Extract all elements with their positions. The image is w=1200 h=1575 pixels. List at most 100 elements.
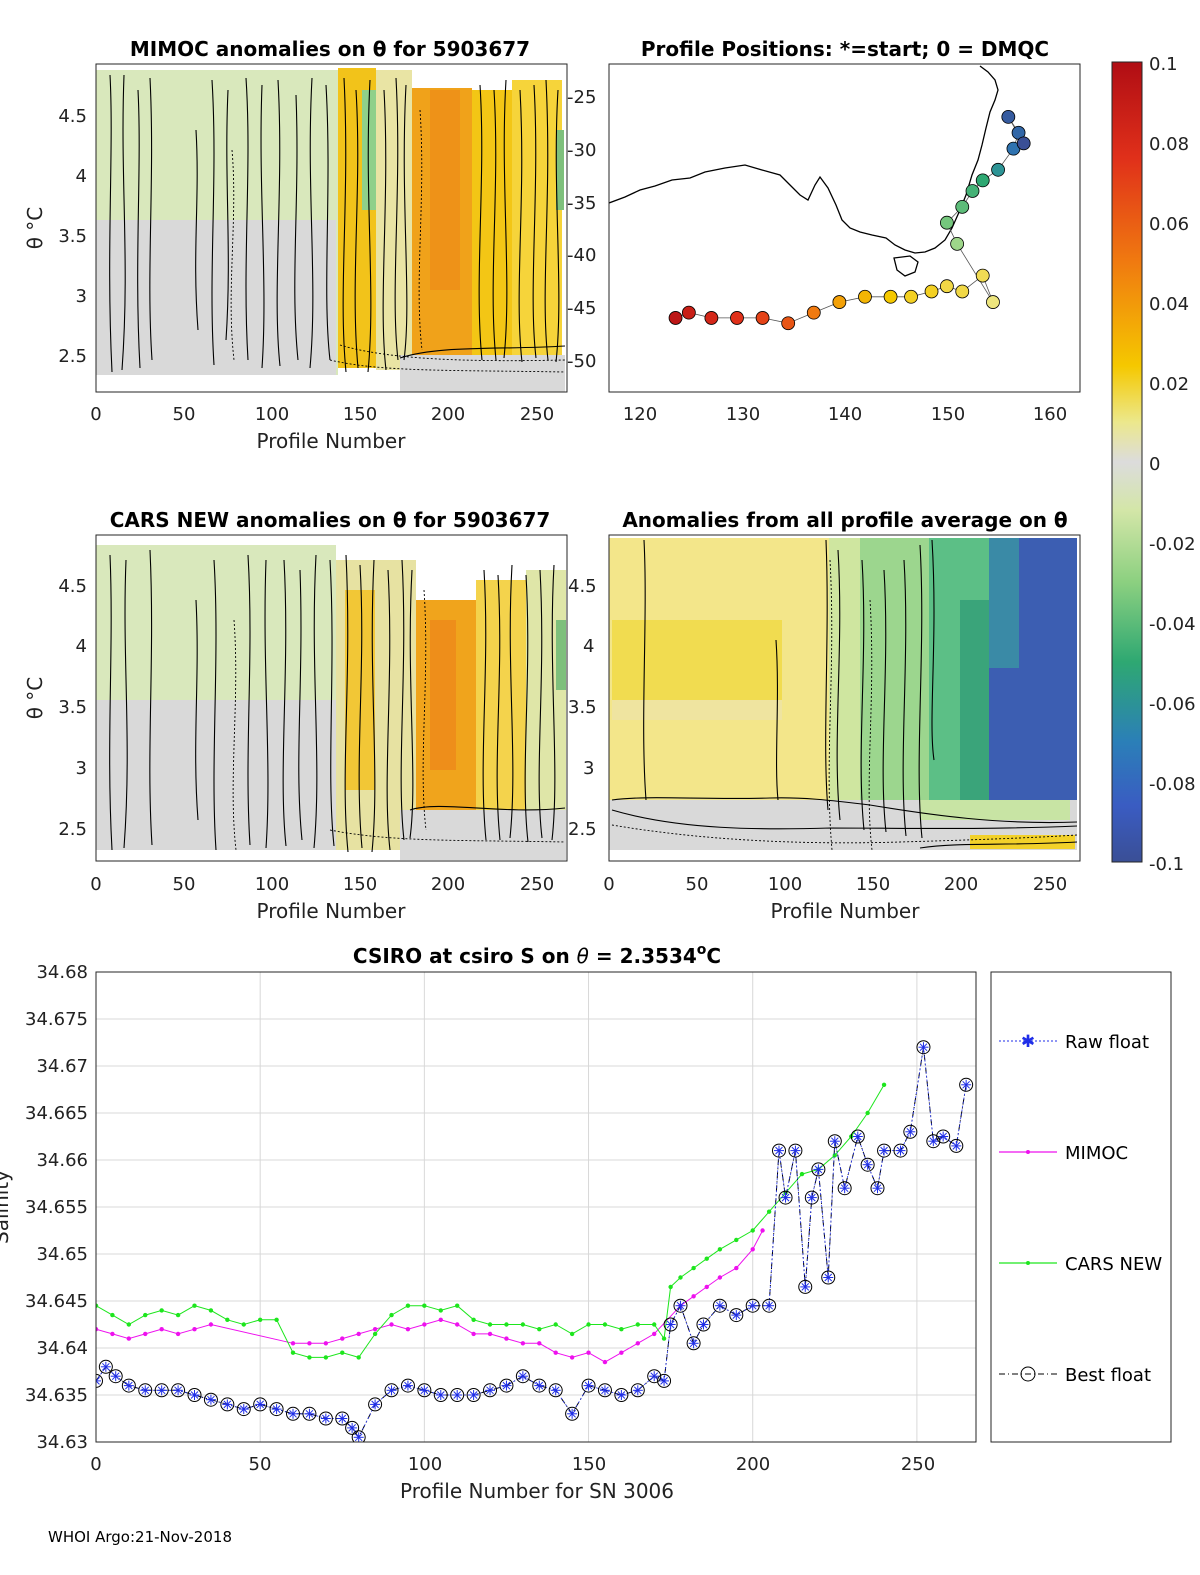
map-xtick: 150 <box>931 404 965 425</box>
mimoc-x-ticks: 0 50 100 150 200 250 <box>90 404 554 425</box>
map-xtick: 160 <box>1033 404 1067 425</box>
legend-entry-best-float: Best float <box>999 1365 1151 1386</box>
coastline <box>609 65 999 277</box>
cars-new-point <box>602 1322 608 1327</box>
map-y-ticks: -25 -30 -35 -40 -45 -50 <box>567 87 596 372</box>
cars-new-point <box>635 1322 640 1327</box>
raw-float-point <box>800 1281 811 1292</box>
colorbar-tick: 0.02 <box>1149 374 1189 395</box>
cars-ytick: 3 <box>76 758 87 779</box>
best-float-point <box>121 1378 136 1393</box>
colorbar-tick: 0.06 <box>1149 214 1189 235</box>
map-profile-marker <box>806 305 821 320</box>
cars-new-point <box>520 1322 526 1327</box>
cars-new-point <box>717 1247 723 1252</box>
best-float-point <box>798 1279 813 1294</box>
cars-new-point <box>340 1350 345 1355</box>
average-xtick: 200 <box>944 874 978 895</box>
salinity-ytick: 34.645 <box>25 1291 88 1312</box>
colorbar-tick: 0.04 <box>1149 294 1189 315</box>
mimoc-ytick: 4.5 <box>58 106 87 127</box>
best-float-point <box>98 1359 113 1374</box>
salinity-ytick: 34.65 <box>36 1244 88 1265</box>
average-xlabel: Profile Number <box>771 899 921 923</box>
salinity-title-part: θ <box>577 944 589 968</box>
mimoc-xlabel: Profile Number <box>257 429 407 453</box>
raw-float-point <box>402 1380 413 1391</box>
best-float-point <box>936 1129 951 1144</box>
salinity-xlabel: Profile Number for SN 3006 <box>400 1479 674 1503</box>
colorbar-tick: -0.08 <box>1149 774 1196 795</box>
mimoc-xtick: 0 <box>90 404 101 425</box>
raw-float-point <box>205 1394 216 1405</box>
cars-ytick: 4.5 <box>58 576 87 597</box>
cars-new-point <box>799 1171 805 1177</box>
best-float-point <box>450 1388 465 1402</box>
mimoc-point <box>734 1265 739 1271</box>
map-profile-marker <box>975 268 990 283</box>
mimoc-point <box>438 1317 443 1323</box>
mimoc-point <box>307 1341 312 1346</box>
salinity-ytick: 34.66 <box>36 1150 88 1171</box>
raw-float-point <box>675 1300 686 1311</box>
mimoc-point <box>569 1355 575 1360</box>
best-float-point <box>220 1397 235 1412</box>
raw-float-point <box>599 1385 610 1396</box>
cars-new-point <box>192 1303 197 1308</box>
average-xtick: 100 <box>768 874 802 895</box>
best-float-point <box>893 1143 908 1158</box>
best-float-point <box>949 1138 964 1153</box>
best-float-point <box>368 1397 383 1412</box>
cars-new-point <box>734 1237 739 1243</box>
best-float-point <box>778 1190 793 1205</box>
map-profile-marker <box>1001 110 1016 124</box>
best-float-point <box>630 1383 645 1398</box>
raw-float-point <box>534 1380 545 1391</box>
mimoc-ytick: 4 <box>76 166 87 187</box>
cars-new-point <box>405 1303 411 1308</box>
mimoc-point <box>96 1327 99 1332</box>
cars-new-point <box>307 1355 312 1360</box>
mimoc-xtick: 100 <box>255 404 289 425</box>
best-float-point <box>532 1378 547 1393</box>
colorbar-tick: -0.02 <box>1149 534 1196 555</box>
raw-float-point <box>123 1380 134 1391</box>
mimoc-title: MIMOC anomalies on θ for 5903677 <box>130 37 530 61</box>
map-ytick: -40 <box>567 245 596 266</box>
map-profile-marker <box>1016 136 1031 151</box>
cars-new-point <box>691 1265 696 1271</box>
best-float-point <box>154 1383 169 1398</box>
cars-xtick: 50 <box>173 874 196 895</box>
mimoc-ylabel: θ °C <box>23 207 47 250</box>
map-profile-marker <box>955 284 970 299</box>
raw-float-point <box>304 1408 315 1419</box>
raw-float-point <box>583 1380 594 1391</box>
cars-new-point <box>619 1327 624 1332</box>
mimoc-point <box>760 1228 765 1233</box>
best-float-point <box>686 1336 701 1351</box>
cars-new-point <box>126 1322 132 1327</box>
raw-float-point <box>747 1300 758 1311</box>
asterisk-marker-icon: ✱ <box>1021 1032 1035 1052</box>
map-profile-marker <box>755 311 770 325</box>
cars-new-point <box>766 1209 772 1214</box>
cars-new-point <box>96 1303 99 1308</box>
best-float-point <box>877 1143 892 1158</box>
raw-float-point <box>714 1300 725 1311</box>
mimoc-point <box>619 1350 624 1355</box>
colorbar: 0.1 0.08 0.06 0.04 0.02 0 -0.02 -0.04 -0… <box>1111 54 1196 875</box>
salinity-xtick: 150 <box>572 1454 606 1475</box>
best-float-point <box>712 1298 727 1313</box>
mimoc-point <box>454 1322 460 1327</box>
raw-float-point <box>110 1371 121 1382</box>
best-float-point <box>673 1298 688 1313</box>
raw-float-point <box>895 1145 906 1156</box>
raw-float-point <box>173 1385 184 1396</box>
map-profile-marker <box>681 305 696 320</box>
raw-float-point <box>100 1361 111 1372</box>
cars-new-point <box>504 1322 509 1327</box>
salinity-title-part: CSIRO at csiro S on <box>353 944 577 968</box>
cars-new-point <box>274 1317 279 1323</box>
salinity-x-ticks: 0 50 100 150 200 250 <box>90 1454 935 1475</box>
cars-new-point <box>454 1303 460 1308</box>
